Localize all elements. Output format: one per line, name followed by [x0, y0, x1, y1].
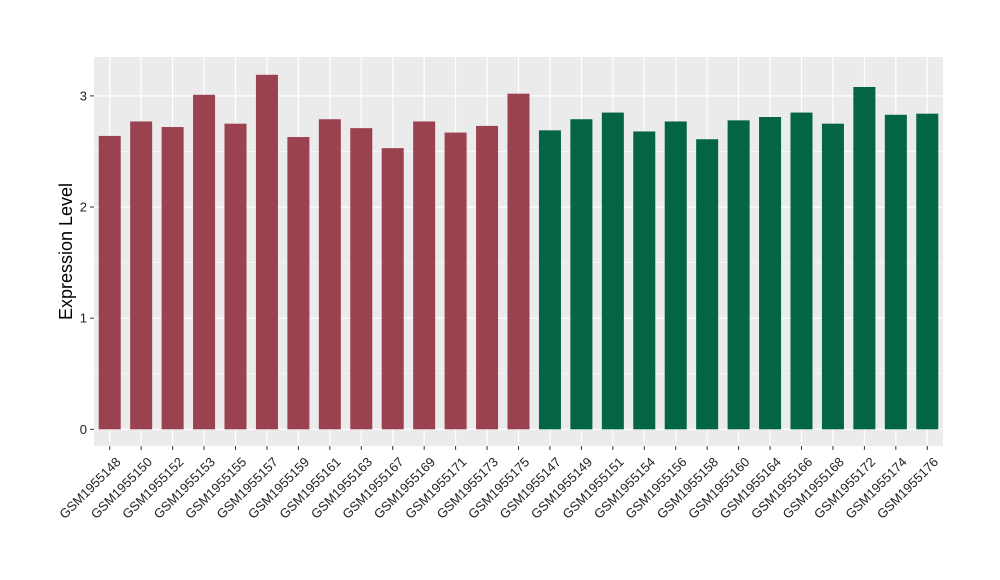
- bar-GSM1955157: [255, 74, 278, 430]
- y-axis: 0 1 2 3: [80, 88, 94, 437]
- bar-GSM1955164: [759, 117, 782, 430]
- bar-GSM1955156: [664, 121, 687, 430]
- bar-GSM1955166: [790, 112, 813, 430]
- bar-GSM1955160: [727, 120, 750, 430]
- y-tick-label: 1: [80, 311, 87, 326]
- x-axis: GSM1955148GSM1955150GSM1955152GSM1955153…: [56, 446, 941, 522]
- bar-GSM1955161: [318, 119, 341, 430]
- bar-GSM1955158: [696, 139, 719, 430]
- bar-GSM1955159: [287, 137, 310, 430]
- bar-GSM1955152: [161, 127, 184, 430]
- bar-GSM1955168: [821, 123, 844, 430]
- y-axis-title: Expression Level: [56, 183, 76, 320]
- bar-GSM1955150: [130, 121, 153, 430]
- bar-GSM1955147: [538, 130, 561, 430]
- bar-GSM1955163: [350, 128, 373, 430]
- bar-GSM1955175: [507, 93, 530, 430]
- bar-GSM1955153: [193, 94, 216, 430]
- bar-GSM1955148: [98, 135, 121, 430]
- bar-GSM1955176: [916, 113, 939, 430]
- bar-GSM1955171: [444, 132, 467, 430]
- bar-GSM1955151: [601, 112, 624, 430]
- bar-GSM1955155: [224, 123, 247, 430]
- bar-GSM1955149: [570, 119, 593, 430]
- bar-GSM1955174: [884, 114, 907, 430]
- y-tick-label: 3: [80, 88, 87, 103]
- y-tick-label: 2: [80, 200, 87, 215]
- bar-series: [98, 74, 939, 430]
- bar-GSM1955172: [853, 87, 876, 430]
- bar-GSM1955173: [476, 125, 499, 430]
- bar-GSM1955167: [381, 148, 404, 430]
- bar-GSM1955169: [413, 121, 436, 430]
- y-tick-label: 0: [80, 422, 87, 437]
- bar-GSM1955154: [633, 131, 656, 430]
